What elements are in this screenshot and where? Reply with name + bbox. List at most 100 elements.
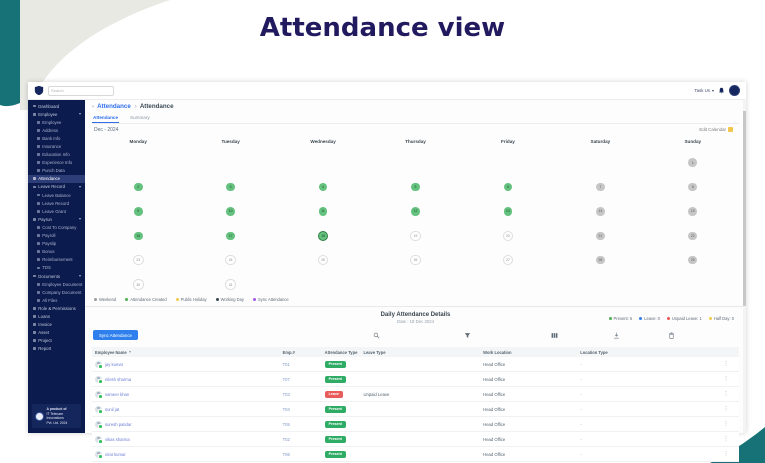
kebab-menu-icon[interactable] (713, 451, 739, 457)
kebab-menu-icon[interactable] (713, 406, 739, 412)
sidebar-item-address[interactable]: Address (28, 126, 85, 134)
sidebar-section-leave-record[interactable]: Leave Record (28, 183, 85, 191)
sidebar-item-employee-document[interactable]: Employee Document (28, 280, 85, 288)
location-type: - (580, 436, 582, 442)
sidebar-item-all-files[interactable]: All Files (28, 296, 85, 304)
tab-summary[interactable]: Summary (130, 114, 150, 120)
kebab-menu-icon[interactable] (713, 361, 739, 367)
calendar-day-26[interactable]: 26 (410, 254, 421, 266)
calendar-day-27[interactable]: 27 (502, 254, 514, 266)
work-location: Head Office (483, 406, 506, 412)
calendar-day-6[interactable]: 6 (503, 182, 513, 192)
calendar-day-13[interactable]: 13 (503, 207, 513, 216)
sidebar-section-employee[interactable]: Employee (28, 110, 85, 118)
breadcrumb-attendance[interactable]: Attendance (92, 103, 131, 110)
sidebar-item-bonus[interactable]: Bonus (28, 248, 85, 256)
employee-name-link[interactable]: sunil jat (105, 406, 120, 412)
filter-icon[interactable] (464, 332, 471, 339)
calendar-day-18-selected[interactable]: 18 (318, 231, 328, 241)
calendar-day-8[interactable]: 8 (688, 182, 698, 192)
sidebar-item-tds[interactable]: TDS (28, 264, 85, 272)
column-employee-name[interactable]: Employee Name (92, 350, 280, 355)
invoice-icon (33, 323, 36, 326)
kebab-menu-icon[interactable] (713, 391, 739, 397)
sync-attendance-dot-icon (252, 297, 256, 301)
sidebar-item-punch-data[interactable]: Punch Data (28, 167, 85, 175)
sidebar-item-bank-info[interactable]: Bank Info (28, 134, 85, 142)
task-menu-dropdown[interactable]: Task Us (694, 88, 714, 93)
calendar-day-11[interactable]: 11 (318, 207, 328, 216)
calendar-day-17[interactable]: 17 (226, 231, 235, 241)
calendar-day-7[interactable]: 7 (596, 182, 605, 192)
sidebar-item-company-document[interactable]: Company Document (28, 288, 85, 296)
sidebar-item-cost-to-company[interactable]: Cost To Company (28, 223, 85, 231)
search-icon[interactable] (373, 332, 380, 339)
sidebar-section-documents[interactable]: Documents (28, 272, 85, 280)
employee-name-link[interactable]: nilesh sharma (105, 376, 132, 382)
calendar-day-22[interactable]: 22 (688, 231, 698, 241)
calendar-day-4[interactable]: 4 (318, 182, 328, 192)
calendar-day-5[interactable]: 5 (411, 182, 420, 192)
download-icon[interactable] (613, 332, 620, 339)
sidebar-item-experience-info[interactable]: Experience Info (28, 159, 85, 167)
edit-calendar-button[interactable]: Edit Calendar (699, 127, 739, 132)
documents-section-icon (33, 274, 36, 278)
table-row: suresh patidar T05 Present Head Office - (92, 417, 739, 433)
employee-name-link[interactable]: sameer khan (105, 391, 130, 397)
company-logo (35, 411, 44, 421)
calendar-day-9[interactable]: 9 (133, 207, 143, 216)
columns-icon[interactable] (551, 332, 558, 339)
sidebar-item-reimbursement[interactable]: Reimbursement (28, 256, 85, 264)
sidebar-item-loans[interactable]: Loans (28, 312, 85, 320)
delete-icon[interactable] (668, 332, 675, 339)
sidebar-item-report[interactable]: Report (28, 345, 85, 353)
sidebar-item-asset[interactable]: Asset (28, 329, 85, 337)
sidebar-item-leave-record[interactable]: Leave Record (28, 199, 85, 207)
calendar-day-23[interactable]: 23 (132, 254, 144, 266)
sidebar-item-project[interactable]: Project (28, 337, 85, 345)
scrollbar-thumb[interactable] (743, 111, 746, 306)
calendar-day-21[interactable]: 21 (596, 231, 605, 241)
calendar-day-28[interactable]: 28 (596, 255, 605, 265)
calendar-day-20[interactable]: 20 (502, 230, 514, 242)
kebab-menu-icon[interactable] (713, 436, 739, 442)
calendar-day-16[interactable]: 16 (133, 231, 143, 241)
sidebar-item-payroll[interactable]: Payroll (28, 232, 85, 240)
employee-name-link[interactable]: vikas sharma (105, 436, 130, 442)
employee-name-link[interactable]: virat kumar (105, 451, 126, 457)
sidebar-section-payrun[interactable]: Payrun (28, 215, 85, 223)
sidebar-item-leave-grant[interactable]: Leave Grant (28, 207, 85, 215)
calendar-day-10[interactable]: 10 (226, 207, 235, 216)
employee-name-link[interactable]: jay kumar (105, 361, 124, 367)
calendar-day-14[interactable]: 14 (596, 207, 605, 216)
calendar-day-1[interactable]: 1 (688, 158, 698, 167)
sync-attendance-button[interactable]: Sync Attendance (93, 330, 138, 341)
calendar-day-15[interactable]: 15 (688, 207, 698, 216)
calendar-day-3[interactable]: 3 (226, 182, 235, 192)
sidebar-item-insurance[interactable]: Insurance (28, 142, 85, 150)
sidebar-item-dashboard[interactable]: Dashboard (28, 102, 85, 110)
kebab-menu-icon[interactable] (713, 376, 739, 382)
calendar-day-31[interactable]: 31 (225, 279, 236, 290)
kebab-menu-icon[interactable] (713, 421, 739, 427)
calendar-day-29[interactable]: 29 (688, 255, 698, 265)
public-holiday-dot-icon (175, 297, 179, 301)
calendar-day-25[interactable]: 25 (317, 254, 329, 266)
employee-name-link[interactable]: suresh patidar (105, 421, 132, 427)
sidebar-item-attendance[interactable]: Attendance (28, 174, 85, 183)
sidebar-item-role-permissions[interactable]: Role & Permissions (28, 304, 85, 312)
calendar-day-19[interactable]: 19 (410, 230, 421, 242)
calendar-day-2[interactable]: 2 (133, 182, 143, 192)
sidebar-item-payslip[interactable]: Payslip (28, 240, 85, 248)
tab-attendance[interactable]: Attendance (92, 113, 120, 123)
calendar-day-24[interactable]: 24 (225, 254, 236, 266)
sidebar-item-leave-balance[interactable]: Leave Balance (28, 191, 85, 199)
user-avatar[interactable] (729, 85, 740, 96)
bell-icon[interactable] (718, 87, 725, 95)
calendar-day-12[interactable]: 12 (411, 207, 420, 216)
calendar-day-30[interactable]: 30 (132, 279, 144, 290)
sidebar-item-invoice[interactable]: Invoice (28, 321, 85, 329)
sidebar-item-employee[interactable]: Employee (28, 118, 85, 126)
search-input[interactable] (48, 85, 114, 96)
sidebar-item-education-info[interactable]: Education Info (28, 151, 85, 159)
